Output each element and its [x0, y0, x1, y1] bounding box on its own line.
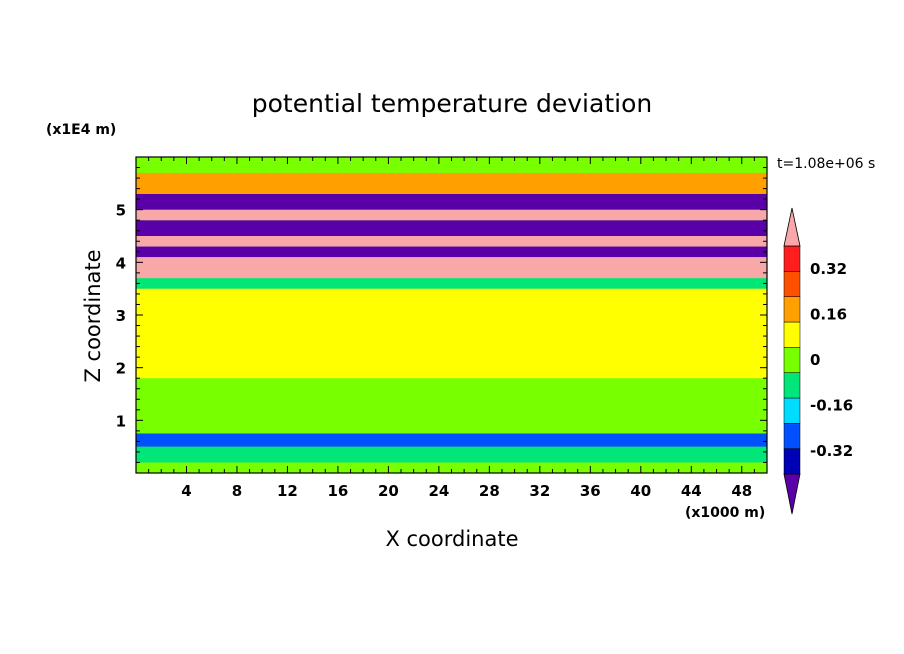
heatmap-band [136, 193, 767, 210]
x-tick-label: 12 [277, 482, 298, 500]
y-tick-label: 4 [116, 254, 126, 272]
y-axis-label: Z coordinate [81, 249, 105, 382]
x-tick-label: 16 [327, 482, 348, 500]
x-tick-label: 44 [681, 482, 702, 500]
colorbar-extend-top [783, 207, 801, 247]
colorbar: 0.32 0.16 0 -0.16 -0.32 [783, 207, 853, 515]
colorbar-swatch [783, 347, 801, 373]
y-tick-label: 2 [116, 360, 126, 378]
colorbar-tick-label: 0.32 [810, 260, 847, 278]
y-units-label: (x1E4 m) [46, 122, 116, 138]
y-tick-label: 5 [116, 202, 126, 220]
y-axis-ticks: 1 2 3 4 5 [116, 167, 767, 463]
time-label: t=1.08e+06 s [777, 156, 875, 172]
colorbar-swatch [783, 296, 801, 323]
chart-title: potential temperature deviation [252, 89, 652, 118]
heatmap-band [136, 378, 767, 434]
colorbar-swatch [783, 448, 801, 475]
colorbar-swatch [783, 372, 801, 399]
heatmap-band [136, 246, 767, 258]
x-tick-label: 36 [580, 482, 601, 500]
heatmap-band [136, 172, 767, 194]
heatmap-band [136, 236, 767, 247]
colorbar-extend-bottom [783, 473, 801, 515]
colorbar-swatch [783, 271, 801, 297]
heatmap-band [136, 278, 767, 289]
plot-area [135, 156, 768, 474]
y-tick-label: 3 [116, 307, 126, 325]
x-tick-label: 8 [232, 482, 242, 500]
colorbar-tick-label: -0.32 [810, 442, 853, 460]
colorbar-tick-label: 0 [810, 351, 820, 369]
x-tick-label: 4 [181, 482, 191, 500]
x-tick-label: 24 [428, 482, 449, 500]
x-tick-label: 28 [479, 482, 500, 500]
x-tick-label: 40 [630, 482, 651, 500]
heatmap-band [136, 288, 767, 379]
colorbar-swatch [783, 397, 801, 424]
heatmap-band [136, 209, 767, 221]
x-tick-label: 20 [378, 482, 399, 500]
colorbar-swatch [783, 245, 801, 272]
heatmap-band [136, 257, 767, 279]
y-tick-label: 1 [116, 412, 126, 430]
colorbar-tick-label: 0.16 [810, 305, 847, 323]
heatmap-band [136, 462, 767, 473]
x-axis-ticks: 4 8 12 16 20 24 28 32 36 40 44 48 [148, 157, 755, 500]
colorbar-swatch [783, 321, 801, 348]
heatmap-band [136, 433, 767, 447]
x-axis-label: X coordinate [385, 527, 518, 551]
heatmap-band [136, 157, 767, 173]
colorbar-swatch [783, 423, 801, 449]
heatmap-band [136, 220, 767, 236]
heatmap-band [136, 446, 767, 463]
x-units-label: (x1000 m) [685, 505, 765, 521]
x-tick-label: 48 [731, 482, 752, 500]
x-tick-label: 32 [529, 482, 550, 500]
colorbar-tick-label: -0.16 [810, 397, 853, 415]
